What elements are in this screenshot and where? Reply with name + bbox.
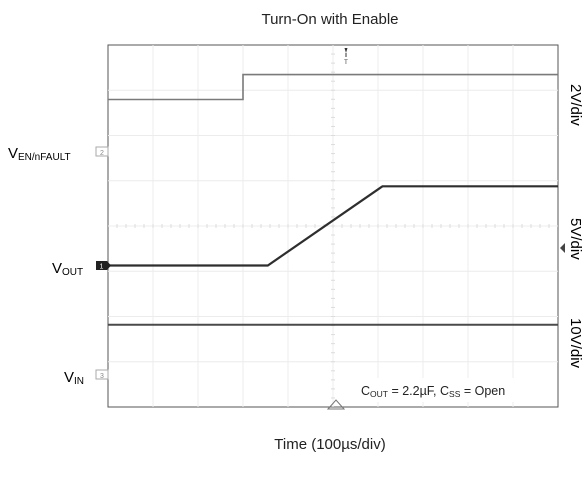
trace-v-out — [108, 185, 558, 267]
channel-2-badge: 2 — [95, 146, 109, 157]
traces — [108, 73, 558, 326]
scale-label-ch1: 5V/div — [567, 218, 584, 260]
grid — [108, 45, 558, 407]
label-v-en-nfault: VEN/nFAULT — [8, 145, 71, 163]
svg-text:3: 3 — [100, 373, 104, 380]
channel-1-badge: 1 — [96, 261, 111, 271]
scale-label-ch2: 2V/div — [567, 84, 584, 126]
trigger-marker-icon: T — [344, 48, 348, 66]
horizontal-position-icon — [326, 399, 346, 410]
label-v-in: VIN — [64, 369, 84, 387]
svg-text:T: T — [344, 60, 348, 66]
scale-label-ch3: 10V/div — [567, 318, 584, 369]
trace-v-en-nfault — [108, 73, 558, 101]
annotation-text: COUT = 2.2µF, CSS = Open — [361, 384, 505, 399]
channel-3-badge: 3 — [95, 369, 109, 380]
label-v-out: VOUT — [52, 260, 83, 278]
chart-title: Turn-On with Enable — [261, 11, 398, 28]
x-axis-label: Time (100µs/div) — [274, 436, 385, 453]
svg-text:2: 2 — [100, 150, 104, 157]
svg-text:1: 1 — [100, 264, 104, 271]
annotation-box — [355, 378, 552, 402]
trigger-level-marker-icon — [560, 243, 565, 253]
